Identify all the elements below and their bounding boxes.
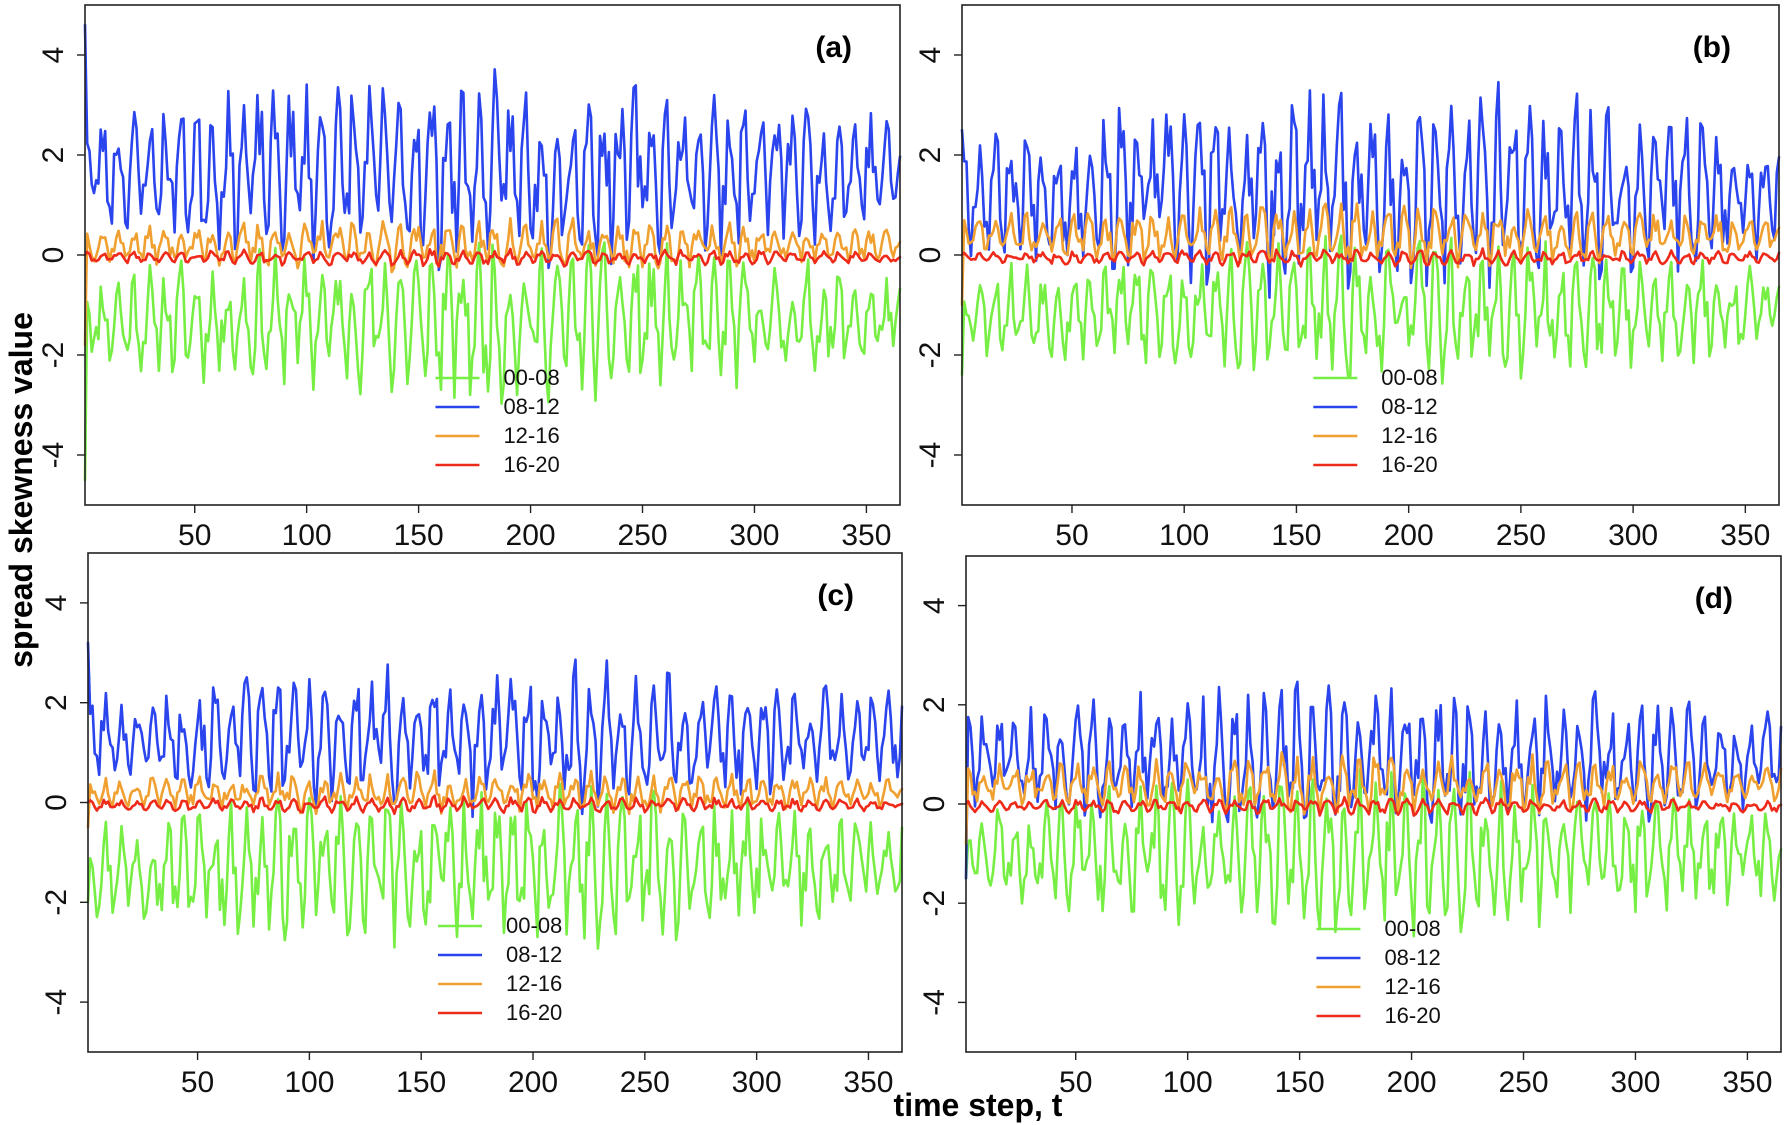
series-line-08-12	[960, 80, 1781, 299]
x-axis-title: time step, t	[894, 1087, 1063, 1123]
panel-label: (c)	[817, 579, 854, 612]
y-tick-label: 0	[37, 247, 70, 264]
legend-label-16-20: 16-20	[1384, 1003, 1440, 1028]
legend-label-12-16: 12-16	[1381, 423, 1437, 448]
panel-a: 50 100 150 200 250 300 350 -4 -2 0 2 4 (a) 00-08 08-12…	[37, 4, 902, 552]
legend-label-12-16: 12-16	[503, 423, 559, 448]
x-tick-label: 100	[282, 519, 332, 552]
panel-label: (a)	[815, 31, 852, 64]
y-tick-label: 0	[914, 247, 947, 264]
panel-d: 50 100 150 200 250 300 350 -4 -2 0 2 4 (d) 00-08 08-12…	[918, 555, 1783, 1099]
legend-label-00-08: 00-08	[1384, 916, 1440, 941]
x-tick-label: 150	[1271, 519, 1321, 552]
y-tick-label: 0	[918, 796, 951, 813]
x-tick-label: 100	[284, 1066, 334, 1099]
series-line-08-12	[86, 641, 904, 819]
legend-label-00-08: 00-08	[503, 365, 559, 390]
x-tick-label: 200	[1387, 1066, 1437, 1099]
series-line-16-20	[86, 794, 904, 816]
x-tick-label: 250	[1498, 1066, 1548, 1099]
y-tick-label: 2	[40, 694, 73, 711]
series-line-16-20	[960, 247, 1781, 268]
x-tick-label: 150	[396, 1066, 446, 1099]
x-tick-label: 100	[1159, 519, 1209, 552]
y-tick-label: 2	[37, 147, 70, 164]
x-tick-label: 100	[1163, 1066, 1213, 1099]
x-tick-label: 350	[843, 1066, 893, 1099]
x-tick-label: 350	[1720, 519, 1770, 552]
x-tick-label: 200	[506, 519, 556, 552]
x-tick-label: 350	[841, 519, 891, 552]
y-tick-label: -2	[918, 890, 951, 917]
legend-label-12-16: 12-16	[1384, 974, 1440, 999]
x-tick-label: 50	[178, 519, 211, 552]
panel-label: (d)	[1695, 582, 1733, 615]
panel-c: 50 100 150 200 250 300 350 -4 -2 0 2 4 (c) 00-08 08-12…	[40, 552, 904, 1099]
series-line-00-08	[964, 767, 1783, 938]
legend-label-16-20: 16-20	[503, 452, 559, 477]
panel-label: (b)	[1693, 31, 1731, 64]
y-tick-label: -2	[37, 342, 70, 369]
y-tick-label: 4	[37, 47, 70, 64]
series-line-00-08	[86, 782, 904, 950]
x-tick-label: 250	[617, 519, 667, 552]
legend: 00-08 08-12 12-16 16-20	[1313, 365, 1438, 477]
x-tick-label: 300	[1610, 1066, 1660, 1099]
legend-label-08-12: 08-12	[1384, 945, 1440, 970]
y-tick-label: -4	[37, 442, 70, 469]
series-line-12-16	[86, 769, 904, 829]
legend-label-00-08: 00-08	[506, 913, 562, 938]
legend-label-08-12: 08-12	[506, 942, 562, 967]
y-tick-label: 4	[918, 597, 951, 614]
series-line-16-20	[83, 247, 902, 268]
y-tick-label: 4	[40, 595, 73, 612]
series-line-16-20	[964, 795, 1783, 817]
x-tick-label: 200	[508, 1066, 558, 1099]
series-line-12-16	[964, 751, 1783, 845]
y-tick-label: 0	[40, 794, 73, 811]
y-tick-label: 2	[918, 696, 951, 713]
x-tick-label: 250	[620, 1066, 670, 1099]
series-line-00-08	[83, 241, 902, 482]
x-tick-label: 50	[1059, 1066, 1092, 1099]
x-tick-label: 250	[1496, 519, 1546, 552]
y-tick-label: -2	[914, 342, 947, 369]
y-tick-label: -4	[40, 989, 73, 1016]
y-tick-label: 4	[914, 47, 947, 64]
x-tick-label: 50	[1055, 519, 1088, 552]
y-tick-label: -4	[914, 442, 947, 469]
x-tick-label: 50	[181, 1066, 214, 1099]
series-line-08-12	[83, 23, 902, 272]
panel-b: 50 100 150 200 250 300 350 -4 -2 0 2 4 (b) 00-08 08-12…	[914, 4, 1781, 552]
x-tick-label: 300	[1608, 519, 1658, 552]
x-tick-label: 300	[729, 519, 779, 552]
legend-label-12-16: 12-16	[506, 971, 562, 996]
legend-label-00-08: 00-08	[1381, 365, 1437, 390]
y-tick-label: -4	[918, 989, 951, 1016]
x-tick-label: 300	[732, 1066, 782, 1099]
x-tick-label: 150	[1275, 1066, 1325, 1099]
y-tick-label: 2	[914, 147, 947, 164]
legend-label-08-12: 08-12	[1381, 394, 1437, 419]
y-axis-title: spread skewness value	[3, 312, 39, 668]
series-line-00-08	[960, 234, 1781, 385]
x-tick-label: 350	[1722, 1066, 1772, 1099]
legend-label-08-12: 08-12	[503, 394, 559, 419]
legend: 00-08 08-12 12-16 16-20	[435, 365, 560, 477]
legend: 00-08 08-12 12-16 16-20	[438, 913, 562, 1025]
legend: 00-08 08-12 12-16 16-20	[1316, 916, 1441, 1028]
legend-label-16-20: 16-20	[1381, 452, 1437, 477]
legend-label-16-20: 16-20	[506, 1000, 562, 1025]
x-tick-label: 150	[394, 519, 444, 552]
y-tick-label: -2	[40, 889, 73, 916]
x-tick-label: 200	[1384, 519, 1434, 552]
series-line-12-16	[960, 202, 1781, 307]
